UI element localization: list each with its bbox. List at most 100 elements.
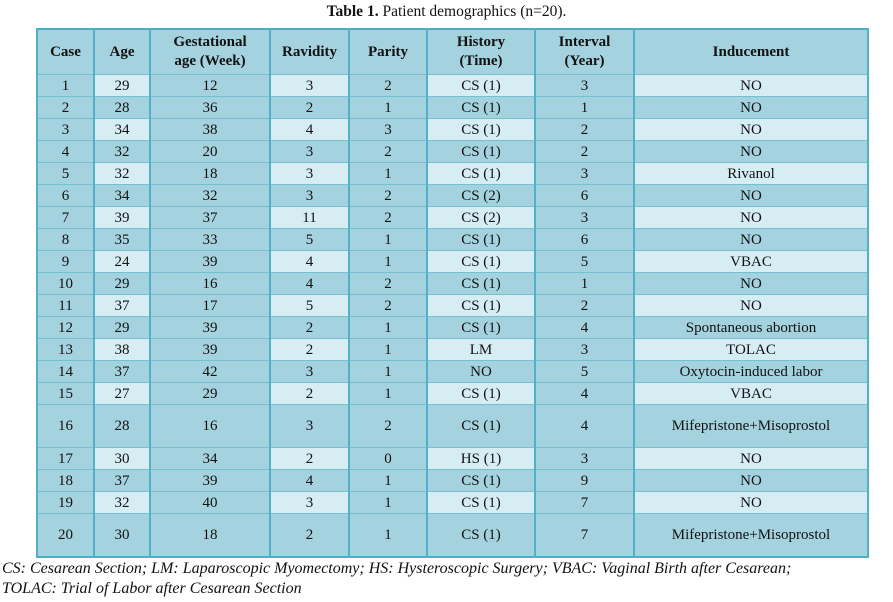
table-cell-text: 2 [384,187,392,204]
table-cell-text: 29 [114,319,130,336]
table-cell: 14 [36,360,95,383]
table-cell-text: 3 [580,450,589,467]
table-cell-text: 3 [580,77,589,94]
table-cell: 37 [93,294,151,317]
table-cell-text: 34 [114,121,130,138]
table-row: 1 29 12 3 2 CS (1) 3 NO [36,74,869,97]
table-cell: 3 [269,162,350,185]
table-cell: 3 [36,118,95,141]
table-cell: 32 [93,140,151,163]
table-cell-text: CS (1) [461,143,501,160]
table-cell-text: 2 [384,418,392,434]
table-cell-text: 39 [202,472,218,489]
table-cell-text: Rivanol [727,165,775,182]
table-cell-text: 14 [58,363,73,380]
table-cell: 20 [149,140,271,163]
table-cell: 4 [269,469,350,492]
table-cell: NO [633,228,869,251]
table-cell-text: 4 [61,143,70,160]
col-header-parity: Parity [348,28,428,75]
table-cell: 12 [36,316,95,339]
table-footnote: CS: Cesarean Section; LM: Laparoscopic M… [2,559,891,599]
table-cell: 37 [149,206,271,229]
table-cell-text: 30 [114,450,130,467]
table-cell: 4 [534,404,635,448]
table-cell-text: 15 [58,385,73,402]
table-cell: 4 [269,118,350,141]
table-cell-text: 18 [58,472,73,489]
table-cell-text: 1 [384,231,392,248]
footnote-line: CS: Cesarean Section; LM: Laparoscopic M… [2,560,792,577]
table-row: 10 29 16 4 2 CS (1) 1 NO [36,272,869,295]
table-cell-text: 7 [580,494,589,511]
table-cell: NO [633,206,869,229]
table-cell: CS (2) [426,206,536,229]
table-cell-text: 28 [114,99,130,116]
table-cell-text: 37 [114,297,130,314]
table-cell-text: 4 [305,275,314,292]
table-cell-text: 13 [58,341,73,358]
table-cell: 32 [149,184,271,207]
table-cell: 37 [93,469,151,492]
table-cell: 2 [348,404,428,448]
table-cell: 2 [534,294,635,317]
table-cell: 29 [93,272,151,295]
table-cell-text: 1 [384,319,392,336]
table-cell-text: 9 [61,253,70,270]
table-cell-text: 4 [305,472,314,489]
table-cell-text: CS (2) [461,187,501,204]
table-cell-text: 2 [384,209,392,226]
table-cell: 2 [269,338,350,361]
table-cell: 13 [36,338,95,361]
table-cell: 32 [93,491,151,514]
col-header-age: Age [93,28,151,75]
table-cell: 33 [149,228,271,251]
table-cell: 3 [269,491,350,514]
table-cell-text: 1 [384,165,392,182]
table-cell-text: 37 [202,209,218,226]
table-cell-text: HS (1) [460,450,502,467]
table-cell: 3 [269,404,350,448]
table-cell-text: 36 [202,99,218,116]
table-cell-text: 3 [305,494,314,511]
table-cell: 2 [348,272,428,295]
table-cell-text: NO [740,472,762,489]
table-cell-text: 18 [202,165,218,182]
table-cell: 34 [93,118,151,141]
table-cell-text: NO [740,494,762,511]
table-cell: 1 [534,96,635,119]
table-row: 18 37 39 4 1 CS (1) 9 NO [36,469,869,492]
table-cell: Rivanol [633,162,869,185]
table-cell: 1 [348,469,428,492]
table-cell-text: 29 [202,385,218,402]
table-cell: CS (1) [426,404,536,448]
table-cell: 3 [534,162,635,185]
table-cell: CS (1) [426,96,536,119]
table-cell-text: 30 [114,527,130,543]
col-header-inducement: Inducement [633,28,869,75]
table-cell: 1 [348,513,428,558]
table-cell-text: NO [740,275,762,292]
col-header-case: Case [36,28,95,75]
table-cell-text: 2 [384,297,392,314]
table-cell: 2 [269,316,350,339]
table-cell: 11 [269,206,350,229]
header-row: Case Age Gestational age (Week) Ravidity… [36,28,869,75]
table-cell-text: 39 [202,341,218,358]
footnote-line: TOLAC: Trial of Labor after Cesarean Sec… [2,580,302,597]
table-cell-text: 32 [114,494,130,511]
table-cell-text: 2 [580,143,589,160]
table-title-label: Table 1. [326,3,379,20]
table-cell-text: 1 [384,385,392,402]
table-body: 1 29 12 3 2 CS (1) 3 NO 2 28 36 2 1 CS (1) 1 NO 3 34 38 4 3 C… [36,74,869,558]
table-cell-text: 5 [580,253,589,270]
table-cell-text: CS (1) [461,165,501,182]
table-cell-text: 3 [580,209,589,226]
table-row: 2 28 36 2 1 CS (1) 1 NO [36,96,869,119]
table-cell: 5 [269,228,350,251]
table-cell-text: 24 [114,253,130,270]
table-cell: 4 [269,272,350,295]
table-cell-text: 5 [580,363,589,380]
table-cell-text: NO [740,99,762,116]
